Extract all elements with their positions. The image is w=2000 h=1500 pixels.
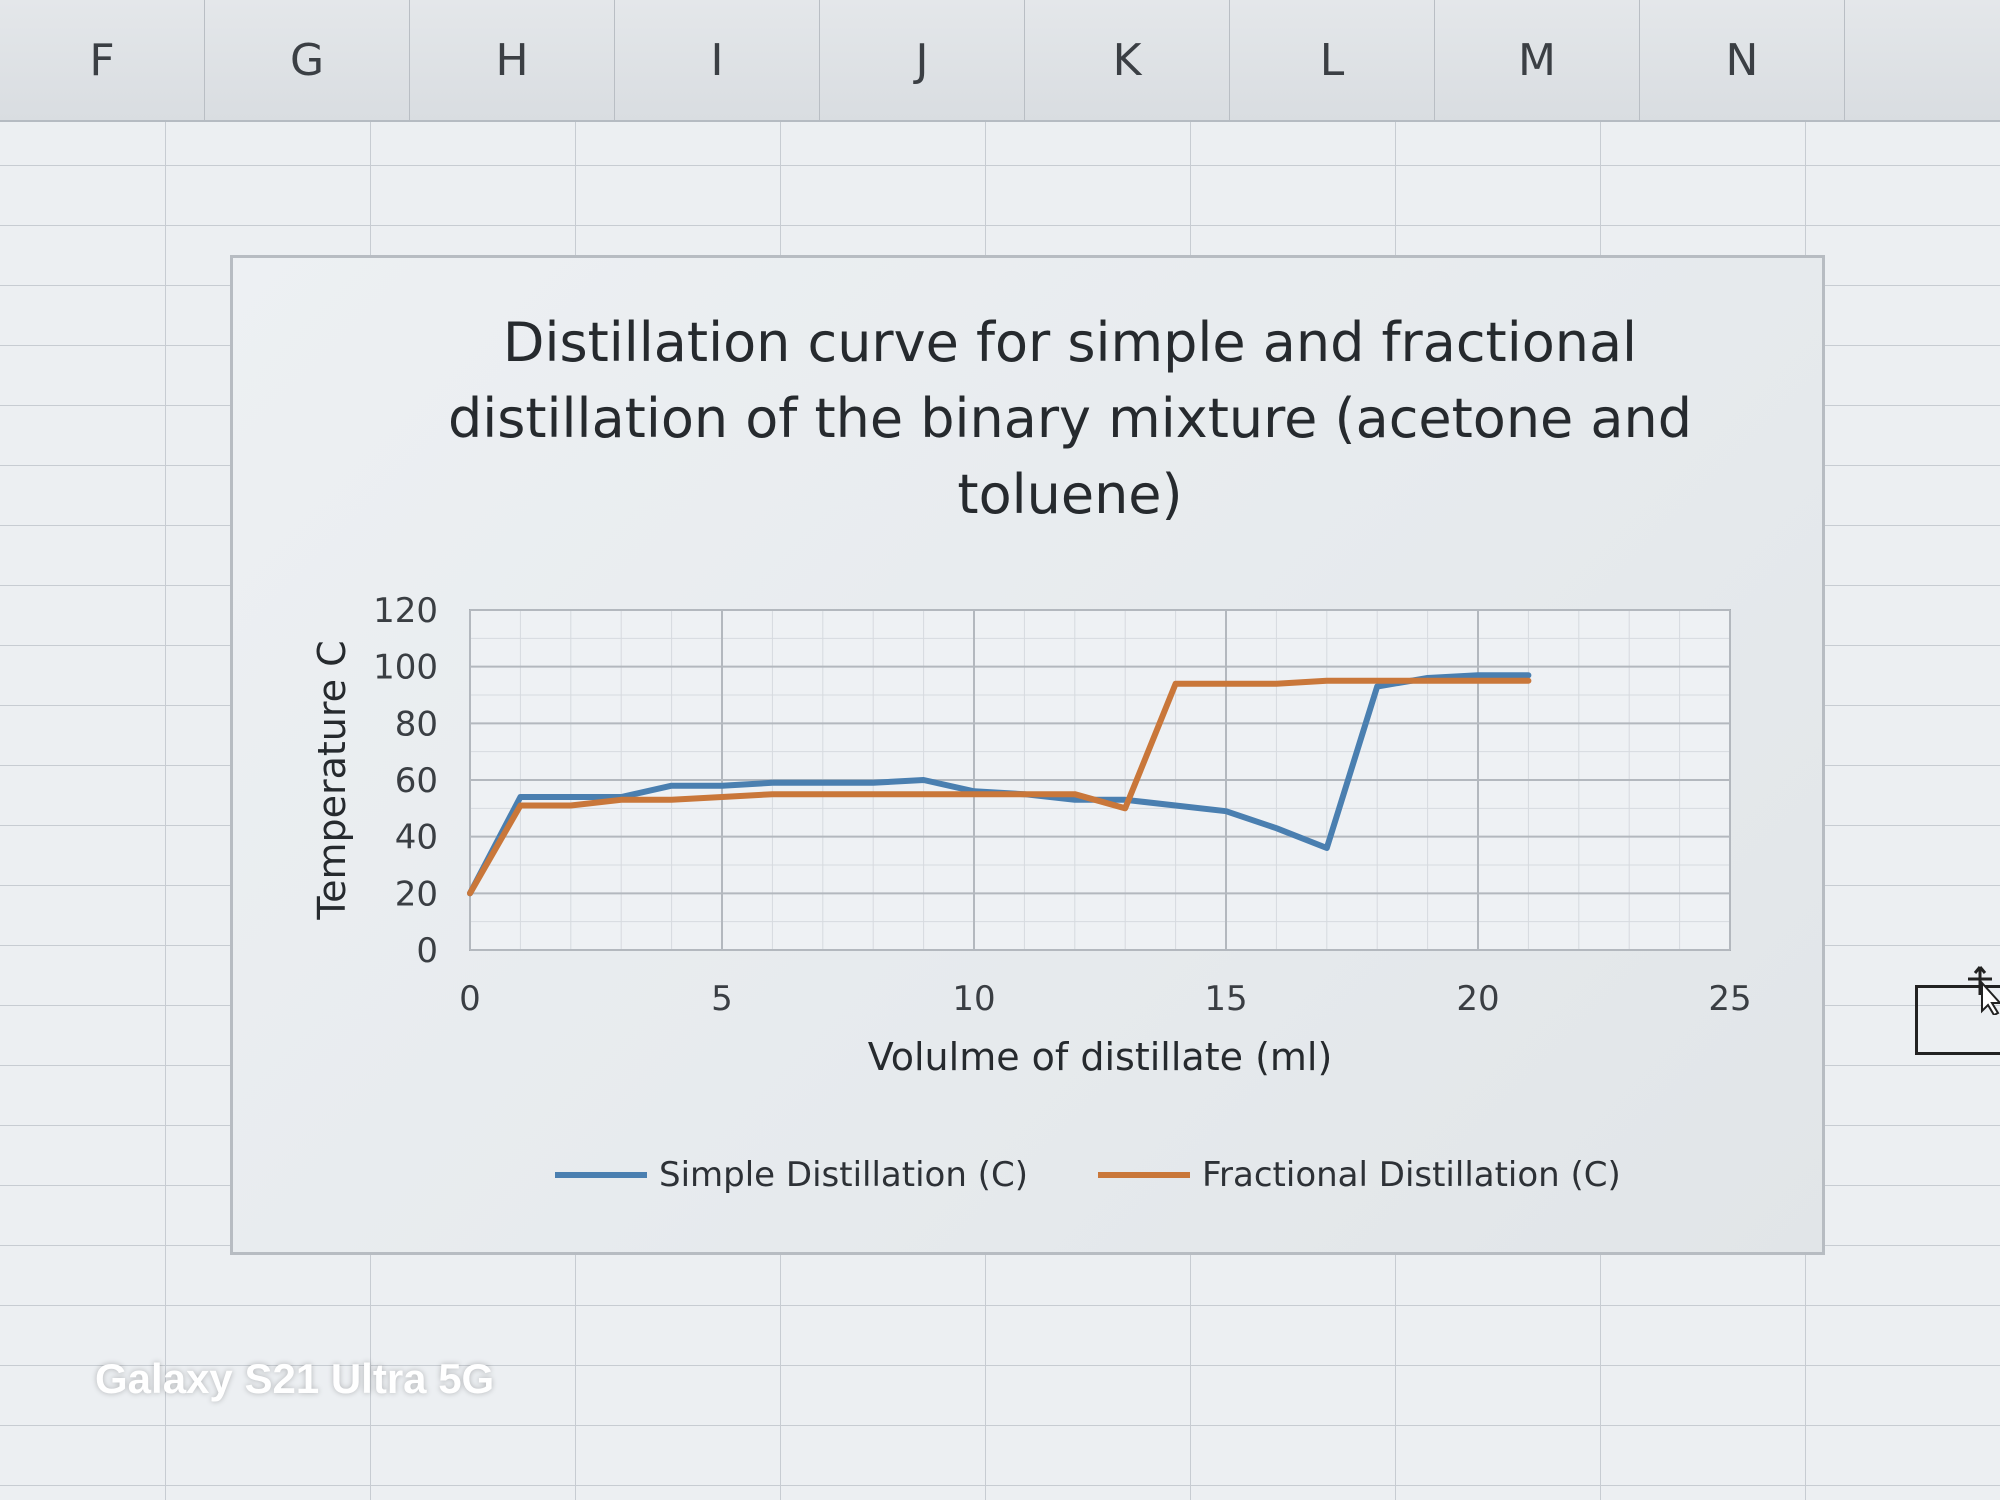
legend-label-fractional: Fractional Distillation (C) (1201, 1155, 1621, 1195)
device-watermark: Galaxy S21 Ultra 5G (95, 1355, 495, 1402)
column-header[interactable]: N (1640, 0, 1845, 120)
series-line-1 (467, 677, 1532, 897)
legend-label-simple: Simple Distillation (C) (659, 1155, 1028, 1195)
column-header[interactable]: K (1025, 0, 1230, 120)
column-header[interactable]: G (205, 0, 410, 120)
x-axis-label: Volulme of distillate (ml) (868, 1035, 1333, 1079)
legend-item-fractional: Fractional Distillation (C) (1097, 1155, 1621, 1195)
column-header[interactable]: I (615, 0, 820, 120)
y-axis-label: Temperature C (310, 640, 354, 920)
chart-title: Distillation curve for simple and fracti… (420, 305, 1720, 533)
column-header[interactable]: J (820, 0, 1025, 120)
legend-swatch-simple (555, 1172, 647, 1178)
y-tick-label: 100 (373, 648, 438, 688)
chart-title-line: Distillation curve for simple and fracti… (502, 311, 1638, 374)
column-header[interactable]: H (410, 0, 615, 120)
column-header[interactable]: L (1230, 0, 1435, 120)
x-tick-label: 10 (952, 979, 995, 1019)
y-tick-label: 60 (395, 761, 438, 801)
legend-item-simple: Simple Distillation (C) (555, 1155, 1028, 1195)
x-tick-label: 25 (1708, 979, 1751, 1019)
y-tick-label: 0 (416, 931, 438, 971)
chart-title-line: distillation of the binary mixture (acet… (447, 387, 1693, 450)
y-tick-label: 40 (395, 818, 438, 858)
column-header[interactable]: F (0, 0, 205, 120)
y-tick-label: 80 (395, 704, 438, 744)
y-tick-label: 120 (373, 591, 438, 631)
column-header[interactable]: M (1435, 0, 1640, 120)
cell-selection-box[interactable] (1915, 985, 2000, 1055)
legend-swatch-fractional (1097, 1172, 1190, 1178)
chart-title-line: toluene) (957, 463, 1183, 526)
x-tick-label: 0 (459, 979, 481, 1019)
move-cursor-icon (1968, 966, 2000, 1015)
y-tick-label: 20 (395, 874, 438, 914)
chart-legend: Simple Distillation (C) Fractional Disti… (555, 1150, 1621, 1200)
x-tick-label: 5 (711, 979, 733, 1019)
x-tick-label: 15 (1204, 979, 1247, 1019)
x-tick-label: 20 (1456, 979, 1499, 1019)
